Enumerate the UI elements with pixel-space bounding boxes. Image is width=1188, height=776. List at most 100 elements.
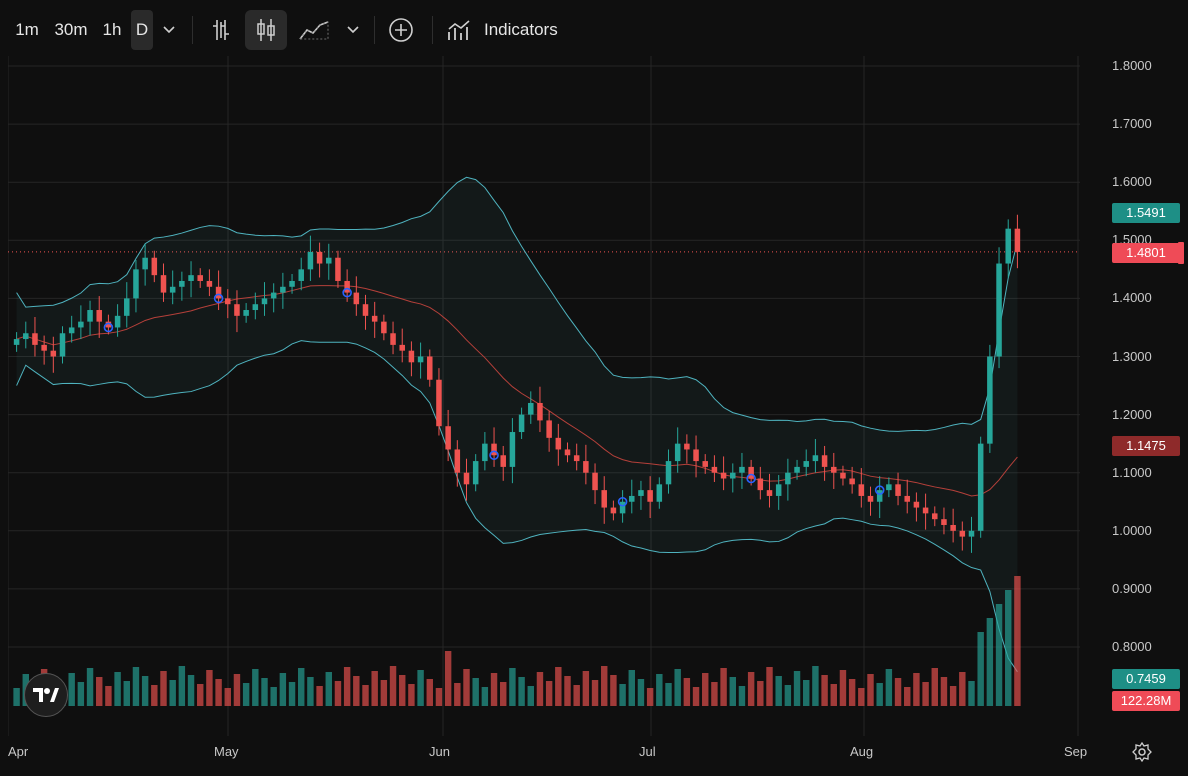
candle-body <box>243 310 249 316</box>
candle-body <box>528 402 534 415</box>
volume-bar <box>206 670 213 706</box>
price-axis-tick: 1.4000 <box>1112 290 1152 306</box>
candle-body <box>674 443 681 462</box>
volume-bar <box>417 670 424 706</box>
bar-chart-style-icon[interactable] <box>203 10 239 50</box>
volume-bar <box>187 675 195 706</box>
x-label-sep: Sep <box>1064 744 1088 759</box>
candle-body <box>206 280 213 287</box>
x-label-apr: Apr <box>8 744 29 759</box>
candle-body <box>445 426 451 450</box>
volume-bar <box>555 667 562 706</box>
candle-body <box>215 286 222 299</box>
volume-bar <box>839 670 847 706</box>
candle-body <box>50 350 57 357</box>
candle-body <box>748 466 754 479</box>
volume-bar <box>894 678 902 706</box>
interval-d-button[interactable]: D <box>131 10 153 50</box>
candle-body <box>68 327 75 334</box>
price-axis-tick: 1.0000 <box>1112 522 1152 538</box>
candle-body <box>693 449 699 462</box>
volume-bar <box>490 673 498 706</box>
volume-bar <box>766 667 773 706</box>
interval-1h-button[interactable]: 1h <box>102 20 122 39</box>
candles-chart-style-icon[interactable] <box>245 10 287 50</box>
candle-body <box>23 333 29 340</box>
volume-bar <box>711 682 718 706</box>
signal-marker <box>213 293 224 304</box>
candle-body <box>151 257 158 276</box>
chart-toolbar: 1m 30m 1h D Indicators <box>0 0 1188 58</box>
settings-gear-icon[interactable] <box>1132 741 1152 767</box>
volume-bar <box>610 675 617 706</box>
signal-marker <box>342 287 352 298</box>
volume-bar <box>307 677 314 706</box>
volume-bar <box>729 677 736 706</box>
x-label-jun: Jun <box>429 744 450 759</box>
volume-bar <box>1005 590 1012 706</box>
candle-body <box>941 519 947 525</box>
volume-bar <box>298 668 305 706</box>
volume-bar <box>151 685 158 706</box>
candle-body <box>454 449 461 473</box>
candle-body <box>124 298 130 316</box>
candle-body <box>344 280 350 293</box>
candle-body <box>766 490 773 496</box>
indicators-button[interactable]: Indicators <box>446 10 566 50</box>
tradingview-logo-icon[interactable] <box>24 673 68 717</box>
candle-body <box>684 443 690 450</box>
volume-bar <box>279 673 287 706</box>
interval-30m-button[interactable]: 30m <box>54 20 88 39</box>
volume-bar <box>288 682 296 706</box>
candle-body <box>169 286 176 293</box>
candle-body <box>840 472 846 479</box>
volume-bar <box>702 673 709 706</box>
candle-body <box>913 501 920 508</box>
candle-body <box>289 280 295 287</box>
candle-body <box>592 472 598 491</box>
candle-body <box>427 356 433 380</box>
volume-bar <box>564 676 571 706</box>
volume-bar <box>692 687 700 706</box>
interval-dropdown-chevron-icon[interactable] <box>158 10 180 50</box>
chart-style-dropdown-chevron-icon[interactable] <box>342 10 364 50</box>
candle-body <box>518 414 525 433</box>
volume-bar <box>343 667 351 706</box>
candle-body <box>417 356 424 363</box>
volume-bar <box>637 679 645 706</box>
volume-bar <box>233 674 241 706</box>
price-axis-tick: 1.2000 <box>1112 406 1152 422</box>
candle-body <box>858 484 865 496</box>
candle-body <box>234 304 240 316</box>
area-chart-style-icon[interactable] <box>295 10 333 50</box>
volume-bar <box>316 686 323 706</box>
interval-1m-button[interactable]: 1m <box>15 20 39 39</box>
bollinger-upper-band <box>16 176 1018 432</box>
signal-marker <box>746 473 756 484</box>
volume-bar <box>197 684 204 706</box>
candle-body <box>647 490 653 502</box>
candle-body <box>326 257 332 264</box>
candle-body <box>932 513 938 520</box>
volume-bar <box>812 666 819 706</box>
volume-bar <box>646 688 654 706</box>
add-plus-circle-icon[interactable] <box>386 10 416 50</box>
volume-bar <box>481 687 489 706</box>
candle-body <box>629 495 635 502</box>
volume-bar <box>527 686 534 706</box>
candle-body <box>316 251 323 264</box>
candle-body <box>78 321 84 328</box>
volume-bar <box>389 666 397 706</box>
signal-marker <box>103 322 114 333</box>
volume-bar <box>986 618 994 706</box>
price-axis-tick: 0.8000 <box>1112 639 1152 654</box>
volume-bar <box>591 680 599 706</box>
candle-body <box>13 339 20 345</box>
volume-bar <box>362 685 369 706</box>
volume-bar <box>472 678 479 706</box>
candle-body <box>803 461 809 467</box>
candle-body <box>619 501 626 514</box>
candle-body <box>739 466 745 473</box>
candle-body <box>638 490 644 496</box>
price-chart[interactable] <box>8 56 1180 770</box>
